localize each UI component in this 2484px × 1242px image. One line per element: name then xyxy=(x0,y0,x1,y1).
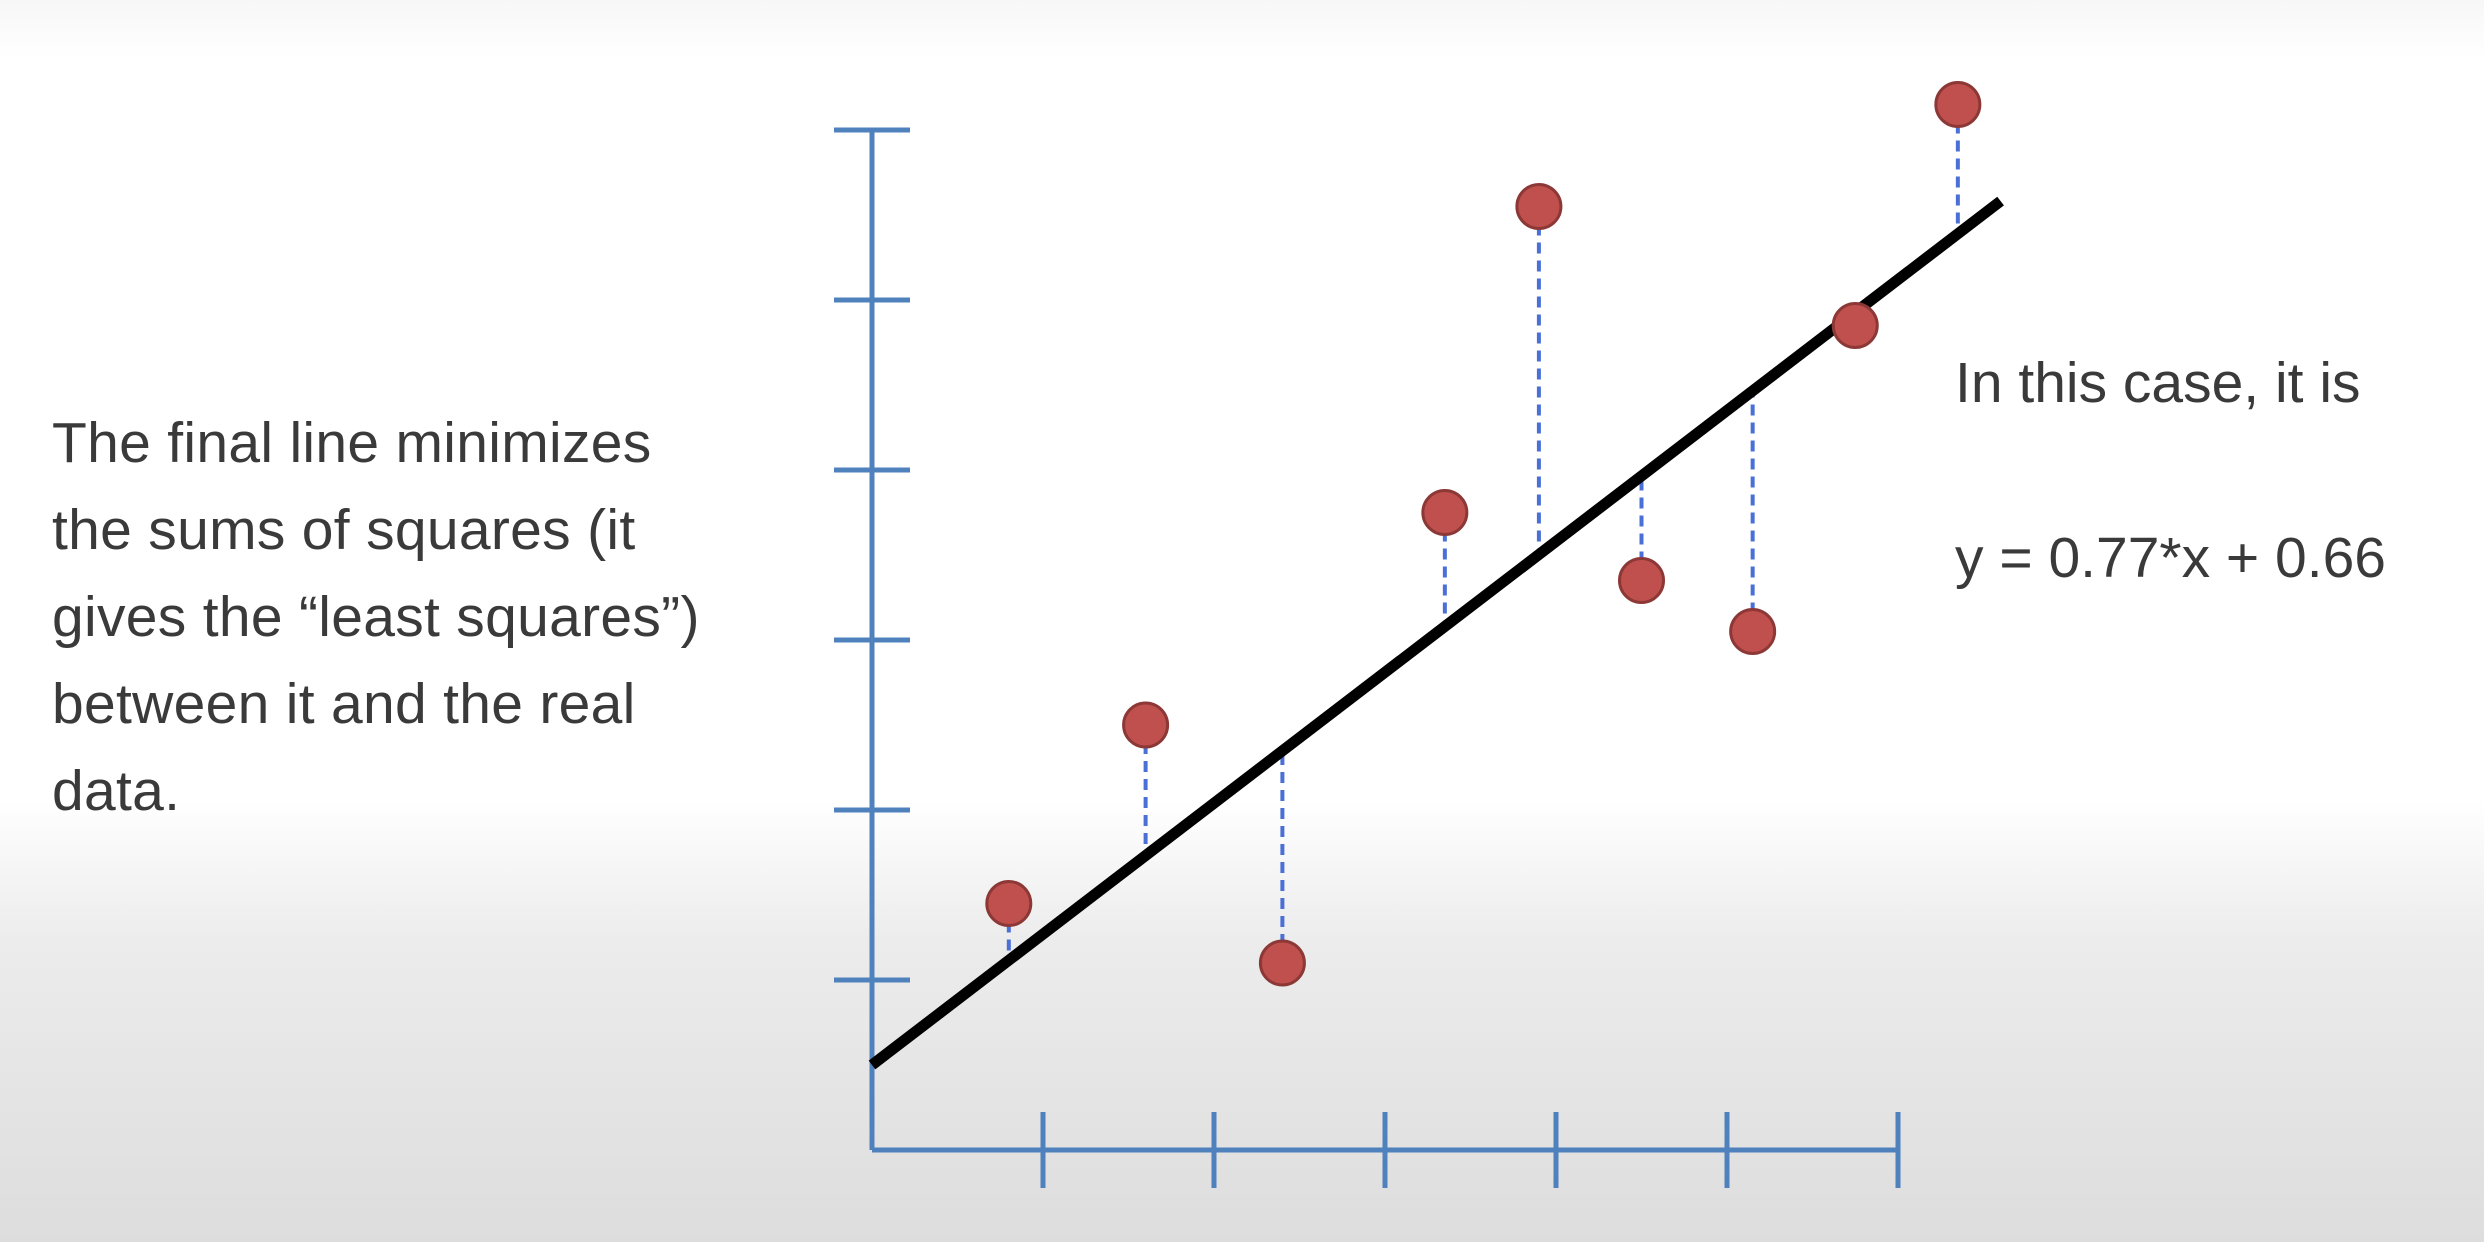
data-point-6 xyxy=(1618,557,1665,604)
data-point-4 xyxy=(1421,489,1469,536)
data-point-8 xyxy=(1831,302,1879,349)
description-line-1: The final line minimizes xyxy=(52,411,652,475)
data-point-2 xyxy=(1122,701,1170,749)
data-point-3 xyxy=(1258,939,1306,987)
data-point-7 xyxy=(1729,608,1777,655)
description-line-2: the sums of squares (it xyxy=(52,498,636,562)
data-point-1 xyxy=(985,880,1033,927)
point-layer xyxy=(985,81,1982,987)
description-line-5: data. xyxy=(52,759,181,823)
data-point-5 xyxy=(1515,183,1563,230)
case-label: In this case, it is xyxy=(1955,351,2361,415)
fit-line xyxy=(868,196,2004,1070)
axis-layer xyxy=(834,127,1901,1188)
residual-layer xyxy=(1006,104,1960,963)
description-text: The final line minimizes the sums of squ… xyxy=(52,400,832,835)
description-line-3: gives the “least squares”) xyxy=(52,585,700,649)
description-line-4: between it and the real xyxy=(52,672,636,736)
regression-equation: y = 0.77*x + 0.66 xyxy=(1955,526,2386,590)
fit-line-layer xyxy=(868,196,2004,1070)
data-point-9 xyxy=(1934,81,1982,128)
